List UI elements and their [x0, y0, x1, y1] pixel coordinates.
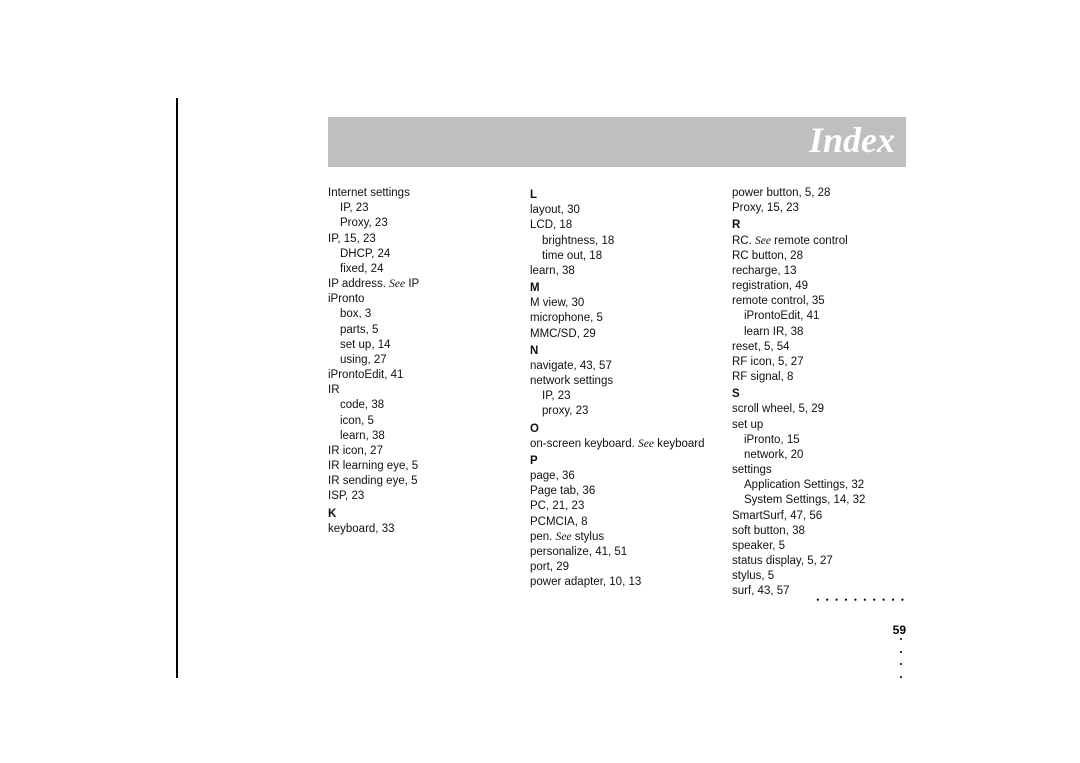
index-entry: IR icon, 27	[328, 444, 500, 459]
index-letter: N	[530, 344, 702, 359]
index-entry: Application Settings, 32	[732, 478, 917, 493]
index-letter: R	[732, 218, 917, 233]
index-entry: network settings	[530, 374, 702, 389]
index-entry: stylus, 5	[732, 569, 917, 584]
index-entry: PC, 21, 23	[530, 499, 702, 514]
index-entry: LCD, 18	[530, 218, 702, 233]
index-entry: Internet settings	[328, 186, 500, 201]
index-entry: fixed, 24	[328, 262, 500, 277]
index-entry: MMC/SD, 29	[530, 327, 702, 342]
index-entry: on-screen keyboard. See keyboard	[530, 437, 702, 452]
index-entry: reset, 5, 54	[732, 340, 917, 355]
index-entry: code, 38	[328, 398, 500, 413]
index-entry: iPronto	[328, 292, 500, 307]
index-entry: IR	[328, 383, 500, 398]
index-entry: iProntoEdit, 41	[328, 368, 500, 383]
index-entry: RF signal, 8	[732, 370, 917, 385]
index-letter: M	[530, 281, 702, 296]
index-entry: soft button, 38	[732, 524, 917, 539]
index-entry: PCMCIA, 8	[530, 515, 702, 530]
header-title: Index	[809, 119, 895, 161]
spine-rule	[176, 98, 178, 678]
index-entry: using, 27	[328, 353, 500, 368]
index-entry: network, 20	[732, 448, 917, 463]
index-letter: K	[328, 507, 500, 522]
index-entry: iProntoEdit, 41	[732, 309, 917, 324]
index-entry: pen. See stylus	[530, 530, 702, 545]
index-entry: RC. See remote control	[732, 234, 917, 249]
margin-dots: • • • • • • • • • •	[816, 595, 906, 605]
index-entry: learn, 38	[328, 429, 500, 444]
index-entry: microphone, 5	[530, 311, 702, 326]
index-entry: status display, 5, 27	[732, 554, 917, 569]
index-entry: power adapter, 10, 13	[530, 575, 702, 590]
index-entry: IP, 23	[530, 389, 702, 404]
index-entry: port, 29	[530, 560, 702, 575]
index-entry: layout, 30	[530, 203, 702, 218]
index-entry: parts, 5	[328, 323, 500, 338]
index-entry: learn, 38	[530, 264, 702, 279]
page-number: 59	[893, 623, 906, 637]
index-entry: icon, 5	[328, 414, 500, 429]
index-entry: power button, 5, 28	[732, 186, 917, 201]
index-columns: Internet settingsIP, 23Proxy, 23IP, 15, …	[328, 186, 917, 600]
index-entry: speaker, 5	[732, 539, 917, 554]
index-entry: IP, 15, 23	[328, 232, 500, 247]
index-entry: page, 36	[530, 469, 702, 484]
index-entry: registration, 49	[732, 279, 917, 294]
index-entry: SmartSurf, 47, 56	[732, 509, 917, 524]
index-entry: keyboard, 33	[328, 522, 500, 537]
index-entry: ISP, 23	[328, 489, 500, 504]
margin-vdots	[900, 638, 902, 678]
index-entry: set up, 14	[328, 338, 500, 353]
index-entry: IR learning eye, 5	[328, 459, 500, 474]
index-letter: S	[732, 387, 917, 402]
index-letter: O	[530, 422, 702, 437]
index-entry: proxy, 23	[530, 404, 702, 419]
index-entry: IP, 23	[328, 201, 500, 216]
document-page: Index Internet settingsIP, 23Proxy, 23IP…	[176, 98, 906, 678]
index-entry: IP address. See IP	[328, 277, 500, 292]
index-entry: IR sending eye, 5	[328, 474, 500, 489]
index-column-1: Internet settingsIP, 23Proxy, 23IP, 15, …	[328, 186, 500, 600]
index-entry: Proxy, 15, 23	[732, 201, 917, 216]
index-entry: learn IR, 38	[732, 325, 917, 340]
header-band: Index	[328, 117, 906, 167]
index-entry: Page tab, 36	[530, 484, 702, 499]
index-entry: iPronto, 15	[732, 433, 917, 448]
index-entry: scroll wheel, 5, 29	[732, 402, 917, 417]
index-letter: P	[530, 454, 702, 469]
index-entry: System Settings, 14, 32	[732, 493, 917, 508]
index-entry: settings	[732, 463, 917, 478]
index-entry: set up	[732, 418, 917, 433]
index-entry: brightness, 18	[530, 234, 702, 249]
index-entry: RC button, 28	[732, 249, 917, 264]
index-letter: L	[530, 188, 702, 203]
index-column-3: power button, 5, 28Proxy, 15, 23 RRC. See…	[732, 186, 917, 600]
index-column-2: Llayout, 30LCD, 18brightness, 18time out…	[530, 186, 702, 600]
index-entry: navigate, 43, 57	[530, 359, 702, 374]
index-entry: DHCP, 24	[328, 247, 500, 262]
index-entry: Proxy, 23	[328, 216, 500, 231]
index-entry: time out, 18	[530, 249, 702, 264]
index-entry: RF icon, 5, 27	[732, 355, 917, 370]
index-entry: personalize, 41, 51	[530, 545, 702, 560]
index-entry: box, 3	[328, 307, 500, 322]
index-entry: remote control, 35	[732, 294, 917, 309]
index-entry: recharge, 13	[732, 264, 917, 279]
index-entry: M view, 30	[530, 296, 702, 311]
